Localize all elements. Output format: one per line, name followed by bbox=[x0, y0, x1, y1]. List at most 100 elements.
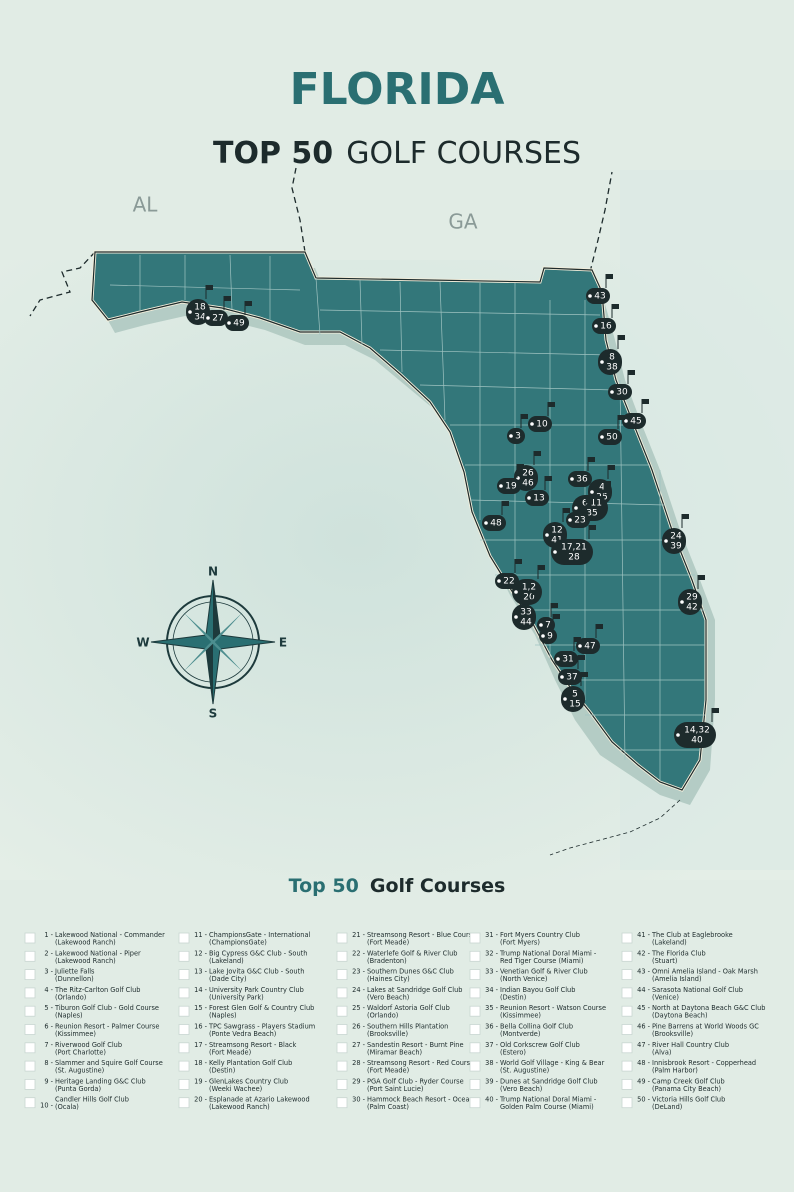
course-location: (Lakewood Ranch) bbox=[209, 1103, 270, 1111]
checkbox bbox=[24, 1060, 36, 1072]
course-item: 14 - University Park Country Club(Univers… bbox=[178, 986, 304, 1001]
course-item: 16 - TPC Sawgrass - Players Stadium(Ponte… bbox=[178, 1023, 315, 1038]
course-item: 39 - Dunes at Sandridge Golf Club(Vero Be… bbox=[469, 1077, 598, 1093]
checkbox bbox=[336, 932, 348, 944]
course-location: (Orlando) bbox=[55, 993, 86, 1001]
course-location: Golden Palm Course (Miami) bbox=[500, 1103, 594, 1111]
state-label: AL bbox=[133, 193, 159, 217]
course-name: GlenLakes Country Club bbox=[209, 1077, 288, 1085]
course-location: (Lakeland) bbox=[209, 957, 244, 965]
compass: N S E W bbox=[136, 565, 287, 721]
course-location: (ChampionsGate) bbox=[209, 939, 267, 947]
course-item: 45 - North at Daytona Beach G&C Club(Dayt… bbox=[621, 1004, 766, 1020]
course-name: Waldorf Astoria Golf Club bbox=[367, 1004, 450, 1012]
ga-border-west bbox=[291, 167, 306, 253]
ball bbox=[539, 623, 543, 627]
marker-label: 30 bbox=[616, 388, 628, 398]
course-location: (Destin) bbox=[500, 993, 526, 1001]
course-name: Streamsong Resort - Black bbox=[209, 1041, 296, 1049]
checkbox bbox=[469, 950, 481, 962]
flag bbox=[553, 614, 560, 619]
course-number: 13 - bbox=[194, 968, 207, 976]
course-number: 12 - bbox=[194, 949, 207, 957]
marker: 9 bbox=[539, 614, 560, 644]
course-item: 22 - Waterlefe Golf & River Club(Bradento… bbox=[336, 949, 457, 965]
course-name: Old Corkscrew Golf Club bbox=[500, 1041, 580, 1049]
course-name: Bella Collina Golf Club bbox=[500, 1023, 573, 1031]
course-location: (North Venice) bbox=[500, 975, 547, 983]
course-number: 23 - bbox=[352, 968, 365, 976]
marker-label: 13 bbox=[533, 494, 544, 504]
checkbox bbox=[336, 969, 348, 980]
marker-pill bbox=[482, 515, 506, 531]
course-number: 15 - bbox=[194, 1004, 207, 1012]
marker-label: 50 bbox=[606, 433, 618, 443]
al-border bbox=[29, 251, 96, 317]
marker-label: 23 bbox=[574, 516, 585, 526]
course-number: 4 - bbox=[44, 986, 53, 994]
checkbox bbox=[336, 987, 348, 999]
checkbox bbox=[24, 987, 36, 999]
checkbox bbox=[178, 1005, 190, 1017]
course-name: Riverwood Golf Club bbox=[55, 1041, 122, 1049]
marker: 36 bbox=[568, 457, 595, 487]
course-name: Esplanade at Azario Lakewood bbox=[209, 1096, 310, 1104]
flag bbox=[574, 637, 581, 642]
course-item: 37 - Old Corkscrew Golf Club(Estero) bbox=[469, 1041, 580, 1056]
course-number: 46 - bbox=[637, 1023, 650, 1031]
course-number: 7 - bbox=[44, 1041, 53, 1049]
course-item: 3 - Juliette Falls(Dunnellon) bbox=[24, 968, 95, 983]
compass-diag bbox=[183, 612, 243, 672]
marker: 45 bbox=[622, 399, 649, 429]
ball bbox=[514, 590, 518, 594]
marker-pill bbox=[561, 686, 585, 712]
flag bbox=[682, 514, 689, 519]
ball bbox=[545, 533, 549, 537]
flag bbox=[245, 301, 252, 306]
marker-label: 7 bbox=[545, 621, 551, 631]
course-name: Lakes at Sandridge Golf Club bbox=[367, 986, 462, 994]
course-location: (Kissimmee) bbox=[55, 1030, 96, 1038]
marker-label: 33 bbox=[520, 608, 531, 618]
checkbox bbox=[469, 969, 481, 980]
marker-pill bbox=[662, 528, 686, 554]
marker-pill bbox=[512, 604, 536, 630]
course-name: Pine Barrens at World Woods GC bbox=[652, 1023, 759, 1031]
marker-label: 48 bbox=[490, 519, 502, 529]
course-name: Southern Hills Plantation bbox=[367, 1023, 448, 1031]
course-name: Sandestin Resort - Burnt Pine bbox=[367, 1041, 464, 1049]
title: FLORIDA bbox=[290, 64, 505, 115]
course-name: Venetian Golf & River Club bbox=[500, 968, 588, 976]
course-name: Trump National Doral Miami - bbox=[499, 949, 597, 957]
course-number: 48 - bbox=[637, 1059, 650, 1067]
checkbox bbox=[336, 1024, 348, 1035]
course-number: 20 - bbox=[194, 1096, 207, 1104]
course-number: 9 - bbox=[44, 1077, 53, 1085]
course-list: 1 - Lakewood National - Commander(Lakewoo… bbox=[24, 931, 766, 1111]
flag bbox=[589, 525, 596, 530]
marker-pill bbox=[576, 638, 600, 654]
marker-pill bbox=[512, 579, 542, 605]
checkbox bbox=[621, 950, 633, 962]
course-location: (Palm Coast) bbox=[367, 1103, 409, 1111]
list-heading: Top 50 Golf Courses bbox=[289, 875, 506, 897]
course-item: 41 - The Club at Eaglebrooke(Lakeland) bbox=[621, 931, 733, 947]
course-location: (Amelia Island) bbox=[652, 975, 702, 983]
course-location: (University Park) bbox=[209, 993, 264, 1001]
course-number: 32 - bbox=[485, 949, 498, 957]
course-item: 33 - Venetian Golf & River Club(North Ven… bbox=[469, 968, 588, 983]
ball bbox=[530, 422, 534, 426]
marker-label: 15 bbox=[569, 700, 580, 710]
marker-label: 4 bbox=[599, 483, 605, 493]
flag bbox=[521, 414, 528, 419]
marker-pill bbox=[566, 512, 590, 528]
course-location: (Venice) bbox=[652, 993, 679, 1001]
checkbox bbox=[24, 932, 36, 944]
ball bbox=[578, 644, 582, 648]
ball bbox=[556, 657, 560, 661]
checkbox bbox=[178, 1060, 190, 1072]
course-number: 34 - bbox=[485, 986, 498, 994]
